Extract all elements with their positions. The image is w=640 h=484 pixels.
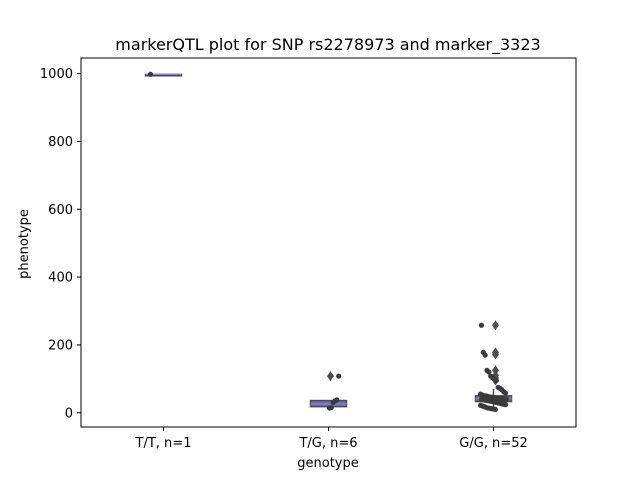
data-point xyxy=(492,406,498,412)
data-point xyxy=(493,377,499,384)
y-tick-label: 400 xyxy=(48,271,73,286)
y-tick-label: 0 xyxy=(65,406,73,421)
y-tick-label: 600 xyxy=(48,203,73,218)
data-point xyxy=(482,352,488,358)
x-tick-label: G/G, n=52 xyxy=(459,436,527,451)
outlier-marker xyxy=(327,371,334,382)
outlier-marker xyxy=(492,349,499,360)
data-point xyxy=(502,390,509,396)
chart-title: markerQTL plot for SNP rs2278973 and mar… xyxy=(115,35,540,55)
data-point xyxy=(336,373,342,379)
outlier-marker xyxy=(492,320,499,331)
data-point xyxy=(334,397,340,403)
data-point xyxy=(503,396,510,402)
data-point xyxy=(328,405,334,411)
x-tick-label: T/G, n=6 xyxy=(298,436,357,451)
data-point xyxy=(478,322,485,328)
data-point xyxy=(486,369,492,375)
data-point xyxy=(502,402,509,408)
data-point xyxy=(147,71,154,77)
plot-frame xyxy=(80,57,577,428)
x-tick-label: T/T, n=1 xyxy=(135,436,192,451)
x-axis-label: genotype xyxy=(297,456,358,471)
outlier-marker xyxy=(492,365,499,376)
y-tick-label: 1000 xyxy=(40,67,73,82)
y-tick-label: 800 xyxy=(48,135,73,150)
y-axis-label: phenotype xyxy=(17,209,32,279)
y-tick-label: 200 xyxy=(48,338,73,353)
